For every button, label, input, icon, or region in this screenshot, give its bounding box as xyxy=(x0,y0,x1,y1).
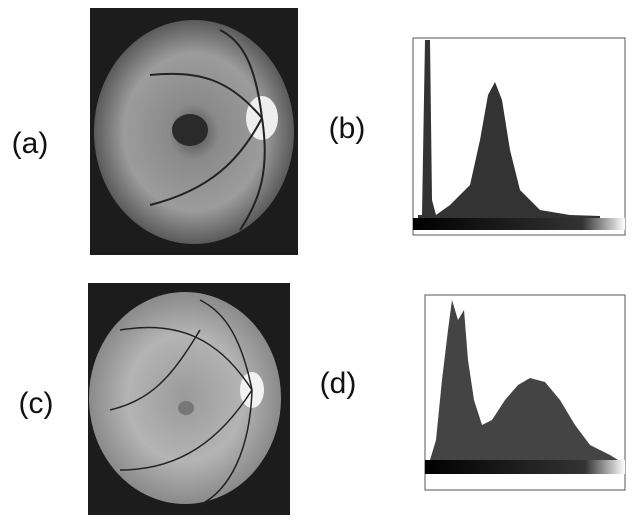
fundus-image-c xyxy=(88,283,290,515)
histogram-d xyxy=(424,294,626,491)
fundus-image-a xyxy=(90,8,298,255)
panel-label: (c) xyxy=(19,387,54,420)
panel-label: (b) xyxy=(329,112,366,145)
histogram-b xyxy=(412,37,626,236)
panel-label: (a) xyxy=(12,127,49,160)
panel-label: (d) xyxy=(320,367,357,400)
